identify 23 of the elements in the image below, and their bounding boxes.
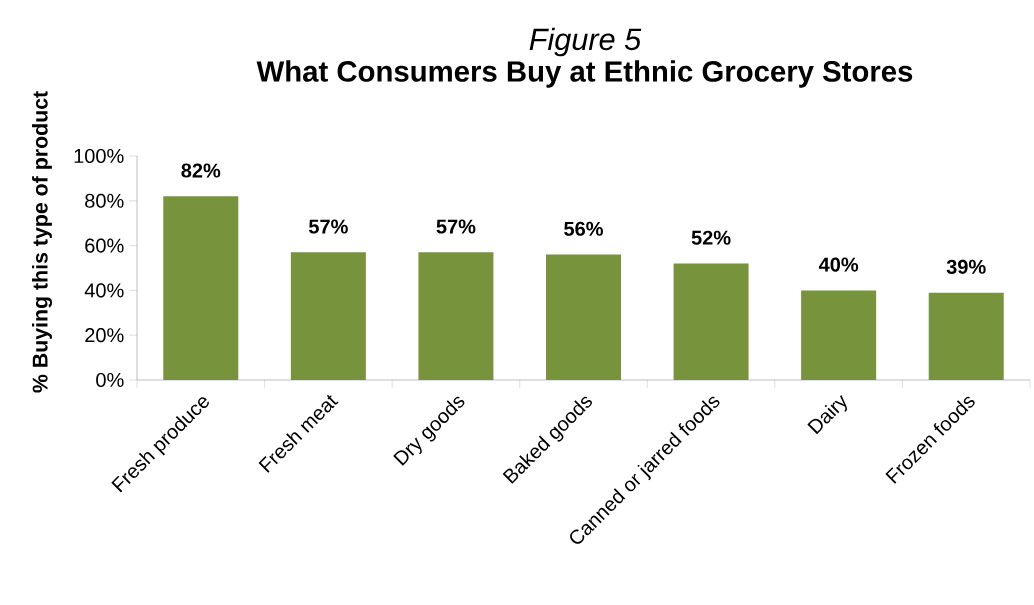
y-tick-label: 40%	[84, 283, 124, 298]
chart-subtitle: What Consumers Buy at Ethnic Grocery Stores	[256, 60, 913, 88]
bar	[163, 196, 239, 380]
y-tick-label: 20%	[85, 328, 124, 343]
chart-title: Figure 5	[529, 27, 642, 57]
data-label: 39%	[946, 259, 986, 274]
data-label: 52%	[691, 230, 731, 245]
data-label: 40%	[818, 257, 859, 272]
y-tick-label: 80%	[85, 193, 124, 208]
data-label: 57%	[308, 219, 348, 234]
y-tick-label: 60%	[85, 238, 124, 253]
y-tick-label: 0%	[96, 372, 124, 388]
bar	[928, 292, 1004, 380]
bar	[290, 252, 366, 380]
bar	[673, 263, 749, 380]
bar	[801, 290, 877, 380]
bar	[418, 252, 494, 380]
y-tick-label: 100%	[74, 148, 124, 164]
data-label: 56%	[564, 221, 603, 236]
data-label: 82%	[181, 163, 221, 178]
data-label: 57%	[436, 219, 476, 234]
y-axis-title: % Buying this type of product	[32, 91, 52, 393]
bar	[546, 254, 621, 380]
